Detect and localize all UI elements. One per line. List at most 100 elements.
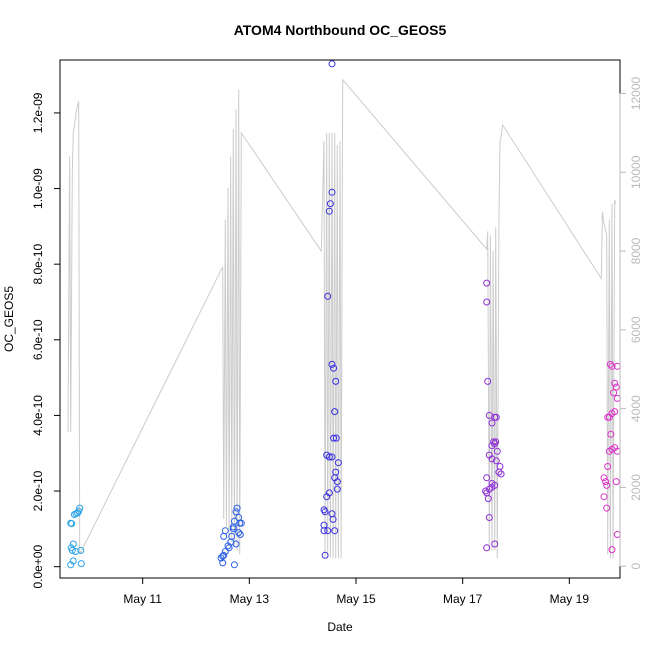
y-tick-label: 8.0e-10 — [31, 244, 45, 285]
data-point-flight3 — [321, 551, 329, 559]
data-point-flight1 — [69, 540, 77, 548]
data-point-flight2 — [220, 551, 228, 559]
data-point-flight1 — [68, 546, 76, 554]
x-tick-label: May 15 — [336, 592, 376, 606]
data-point-flight3 — [324, 527, 332, 535]
data-point-flight4 — [488, 483, 496, 491]
data-point-flight4 — [488, 455, 496, 463]
data-point-flight4 — [493, 447, 501, 455]
data-point-flight3 — [326, 200, 334, 208]
data-point-flight4 — [495, 468, 503, 476]
data-point-flight5 — [608, 546, 616, 554]
altitude-line — [67, 78, 617, 559]
data-point-flight2 — [229, 523, 237, 531]
data-point-flight1 — [77, 546, 85, 554]
data-point-flight3 — [332, 377, 340, 385]
data-point-flight5 — [605, 447, 613, 455]
y2-tick-label: 6000 — [629, 316, 643, 343]
y-tick-label: 1.2e-09 — [31, 92, 45, 133]
data-point-flight3 — [325, 453, 333, 461]
data-point-flight4 — [483, 474, 491, 482]
data-point-flight5 — [603, 504, 611, 512]
data-point-flight5 — [604, 413, 612, 421]
data-point-flight5 — [600, 493, 608, 501]
data-point-flight4 — [492, 413, 500, 421]
data-point-flight2 — [221, 548, 229, 555]
data-point-flight5 — [610, 389, 618, 397]
x-tick-label: May 11 — [123, 592, 162, 606]
data-point-flight5 — [600, 474, 608, 482]
data-point-flight1 — [68, 520, 76, 528]
data-point-flight4 — [497, 470, 505, 478]
data-point-flight3 — [330, 364, 338, 372]
data-point-flight5 — [612, 383, 620, 391]
data-point-flight2 — [220, 532, 228, 540]
data-point-flight5 — [604, 463, 612, 470]
data-point-flight4 — [484, 495, 492, 503]
data-point-flight3 — [334, 459, 342, 467]
data-point-flight3 — [330, 434, 338, 442]
data-point-flight2 — [235, 529, 243, 537]
chart-title: ATOM4 Northbound OC_GEOS5 — [234, 22, 447, 38]
altitude-line-group — [67, 78, 617, 559]
data-point-flight4 — [488, 419, 496, 427]
x-tick-label: May 17 — [443, 592, 483, 606]
y-axis-label: OC_GEOS5 — [2, 286, 16, 352]
data-point-flight3 — [321, 508, 329, 516]
data-point-flight2 — [233, 504, 241, 512]
y2-tick-label: 2000 — [629, 474, 643, 501]
y-tick-label: 4.0e-10 — [31, 395, 45, 436]
data-point-flight3 — [325, 207, 333, 215]
data-point-flight1 — [77, 560, 85, 568]
y2-tick-label: 12000 — [629, 76, 643, 110]
y-axis-left: 0.0e+00 2.0e-10 4.0e-10 6.0e-10 8.0e-10 1.0e-… — [31, 92, 61, 589]
data-point-flight5 — [607, 430, 615, 438]
data-point-flight4 — [492, 438, 500, 446]
x-axis-label: Date — [327, 620, 353, 634]
data-point-flight3 — [324, 292, 332, 300]
data-point-flight3 — [328, 188, 336, 196]
x-tick-label: May 13 — [230, 592, 270, 606]
data-point-flight5 — [603, 481, 611, 489]
x-tick-label: May 19 — [550, 592, 590, 606]
data-point-flight3 — [320, 527, 328, 535]
data-point-flight3 — [328, 360, 336, 368]
data-point-flight3 — [331, 527, 339, 535]
data-point-flight4 — [484, 377, 492, 385]
data-point-flight5 — [606, 360, 614, 368]
data-point-flight3 — [332, 434, 340, 442]
data-point-flight4 — [482, 487, 490, 495]
data-point-flight5 — [602, 478, 610, 486]
data-point-flight4 — [483, 298, 491, 306]
data-point-flight4 — [491, 540, 499, 548]
y2-tick-label: 8000 — [629, 237, 643, 264]
data-point-flight1 — [76, 504, 84, 512]
data-point-flight2 — [232, 508, 240, 516]
data-point-flight3 — [328, 453, 336, 461]
data-point-flight3 — [332, 468, 340, 476]
data-point-flight2 — [225, 544, 233, 552]
data-point-flight2 — [232, 540, 240, 548]
data-point-flight3 — [331, 408, 339, 416]
y2-tick-label: 4000 — [629, 395, 643, 422]
data-point-flight1 — [69, 557, 77, 565]
data-point-flight5 — [612, 478, 620, 486]
data-point-flight3 — [333, 485, 341, 493]
data-point-flight5 — [608, 362, 616, 370]
y-tick-label: 6.0e-10 — [31, 319, 45, 360]
x-axis: May 11 May 13 May 15 May 17 May 19 — [123, 577, 590, 606]
y-axis-right: 0 2000 4000 6000 8000 10000 12000 — [619, 76, 643, 570]
data-point-flight4 — [488, 442, 496, 450]
data-point-flight3 — [328, 60, 336, 68]
y-tick-label: 0.0e+00 — [31, 545, 45, 589]
data-point-flight2 — [236, 531, 244, 538]
y-tick-label: 2.0e-10 — [31, 470, 45, 511]
y2-tick-label: 0 — [629, 563, 643, 570]
data-point-flight1 — [75, 507, 83, 515]
data-point-flight2 — [237, 519, 245, 527]
data-point-flight4 — [483, 279, 491, 287]
data-point-flight2 — [228, 532, 236, 540]
data-point-flight3 — [323, 493, 331, 501]
y2-tick-label: 10000 — [629, 155, 643, 189]
